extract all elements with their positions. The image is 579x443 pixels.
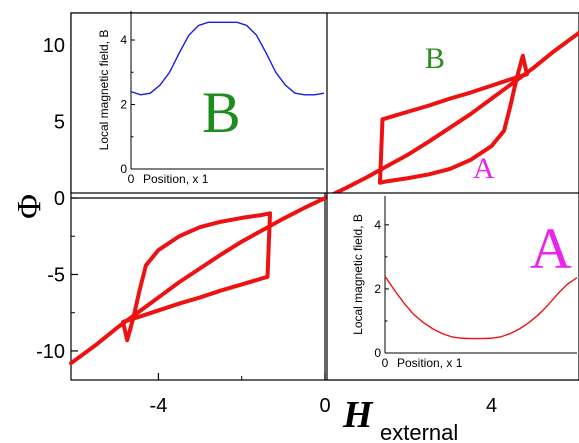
x-tick-label: 0 xyxy=(319,395,330,417)
inset-field-curve xyxy=(384,275,578,340)
x-axis-label-symbol: H xyxy=(342,394,374,436)
curve-annotation-label: A xyxy=(473,152,495,185)
y-tick-label: 10 xyxy=(43,35,65,57)
hysteresis-curve xyxy=(377,53,529,185)
inset-y-axis-label: Local magnetic field, B xyxy=(97,30,111,151)
inset-y-tick-label: 4 xyxy=(374,218,381,232)
inset-y-tick-label: 0 xyxy=(374,346,381,360)
x-tick-label: 4 xyxy=(486,395,497,417)
inset-y-tick-label: 2 xyxy=(374,282,381,296)
inset-big-label: B xyxy=(202,80,241,145)
inset-y-tick-label: 2 xyxy=(120,98,127,112)
inset-x-tick-label: 0 xyxy=(128,172,135,186)
y-tick-label: -10 xyxy=(36,341,65,363)
inset-panel xyxy=(70,12,328,194)
y-tick-label: -5 xyxy=(47,264,65,286)
inset-x-axis-label: Position, x 1 xyxy=(397,356,463,370)
inset-chart-b: 0 2 4 0 Position, x 1 Local magnetic field, B… xyxy=(70,11,328,194)
inset-x-tick-label: 0 xyxy=(382,356,389,370)
x-axis-label-subscript: external xyxy=(380,420,458,443)
curve-annotation-label: B xyxy=(425,42,445,75)
x-tick-label: -4 xyxy=(150,395,168,417)
y-axis-label: Φ xyxy=(11,194,48,219)
inset-y-tick-label: 4 xyxy=(120,33,127,47)
inset-y-axis-label: Local magnetic field, B xyxy=(351,214,365,335)
y-tick-label: 0 xyxy=(54,188,65,210)
inset-x-axis-label: Position, x 1 xyxy=(143,172,209,186)
inset-big-label: A xyxy=(530,216,572,281)
hysteresis-curve xyxy=(121,211,273,343)
inset-chart-a: 0 2 4 0 Position, x 1 Local magnetic field, B… xyxy=(326,192,579,381)
hysteresis-curve xyxy=(69,30,579,366)
inset-field-curve xyxy=(130,21,325,96)
main-chart: 10 5 0 -5 -10 -4 0 4 B A Φ H external xyxy=(11,12,579,443)
inset-panel xyxy=(326,192,579,381)
inset-y-tick-label: 0 xyxy=(120,162,127,176)
y-tick-label: 5 xyxy=(54,112,65,134)
